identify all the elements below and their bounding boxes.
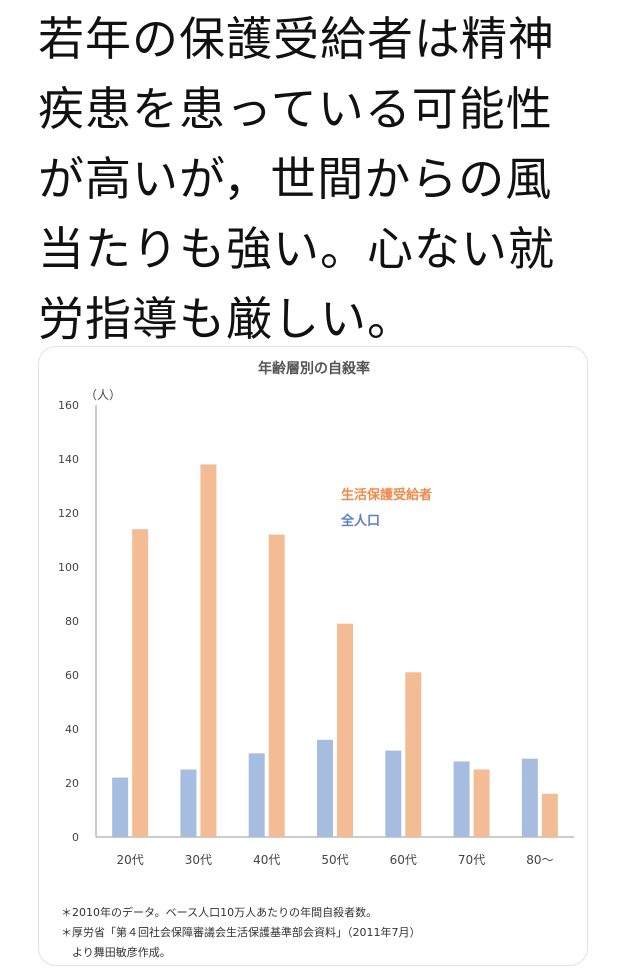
y-tick-label: 40 bbox=[65, 723, 79, 736]
bar-welfare-2 bbox=[200, 464, 217, 837]
y-tick-label: 80 bbox=[65, 615, 79, 628]
y-axis-unit: （人） bbox=[85, 388, 121, 402]
bar-welfare-7 bbox=[541, 793, 558, 837]
headline-line-2: 疾患を患っている可能性 bbox=[38, 82, 553, 136]
bar-population-2 bbox=[180, 769, 197, 837]
bars-group bbox=[112, 464, 558, 837]
legend-label-population: 全人口 bbox=[340, 513, 380, 529]
x-tick-label: 50代 bbox=[321, 853, 348, 867]
bar-population-6 bbox=[453, 761, 470, 837]
y-tick-label: 0 bbox=[72, 831, 79, 844]
x-axis-labels: 20代 30代 40代 50代 60代 70代 80～ bbox=[117, 853, 554, 867]
bar-population-5 bbox=[385, 750, 402, 837]
headline-line-1: 若年の保護受給者は精神 bbox=[38, 12, 555, 66]
headline: 若年の保護受給者は精神 疾患を患っている可能性 が高いが，世間からの風 当たりも… bbox=[38, 4, 598, 354]
headline-line-5: 労指導も厳しい。 bbox=[38, 292, 414, 346]
footnote-3: より舞田敏彦作成。 bbox=[61, 946, 171, 959]
y-tick-label: 100 bbox=[58, 561, 79, 574]
bar-welfare-1 bbox=[132, 529, 149, 837]
headline-line-3: が高いが，世間からの風 bbox=[38, 152, 553, 206]
chart-card: 年齢層別の自殺率 （人） 0 20 40 60 80 100 120 140 160 20代 30… bbox=[38, 346, 588, 966]
y-tick-label: 20 bbox=[65, 777, 79, 790]
x-tick-label: 70代 bbox=[458, 853, 485, 867]
bar-population-4 bbox=[317, 739, 333, 837]
bar-welfare-5 bbox=[405, 672, 422, 837]
y-tick-label: 160 bbox=[58, 399, 79, 412]
x-tick-label: 60代 bbox=[390, 853, 417, 867]
footnote-1: ＊2010年のデータ。ベース人口10万人あたりの年間自殺者数。 bbox=[61, 906, 378, 919]
bar-population-7 bbox=[521, 758, 538, 837]
footnote-2: ＊厚労省「第４回社会保障審議会生活保護基準部会資料」（2011年7月） bbox=[61, 926, 421, 939]
x-tick-label: 80～ bbox=[526, 853, 553, 867]
x-tick-label: 20代 bbox=[117, 853, 144, 867]
bar-welfare-6 bbox=[473, 769, 490, 837]
bar-welfare-4 bbox=[337, 623, 353, 837]
bar-population-1 bbox=[112, 777, 129, 837]
y-axis-ticks: 0 20 40 60 80 100 120 140 160 bbox=[58, 399, 79, 844]
x-tick-label: 40代 bbox=[253, 853, 280, 867]
x-tick-label: 30代 bbox=[185, 853, 212, 867]
headline-line-4: 当たりも強い。心ない就 bbox=[38, 222, 555, 276]
bar-welfare-3 bbox=[268, 534, 285, 837]
chart-title: 年齢層別の自殺率 bbox=[258, 360, 370, 377]
bar-chart: 年齢層別の自殺率 （人） 0 20 40 60 80 100 120 140 160 20代 30… bbox=[58, 360, 574, 867]
y-tick-label: 60 bbox=[65, 669, 79, 682]
bar-population-3 bbox=[248, 753, 265, 837]
y-tick-label: 120 bbox=[58, 507, 79, 520]
legend-label-welfare: 生活保護受給者 bbox=[341, 487, 432, 503]
y-tick-label: 140 bbox=[58, 453, 79, 466]
